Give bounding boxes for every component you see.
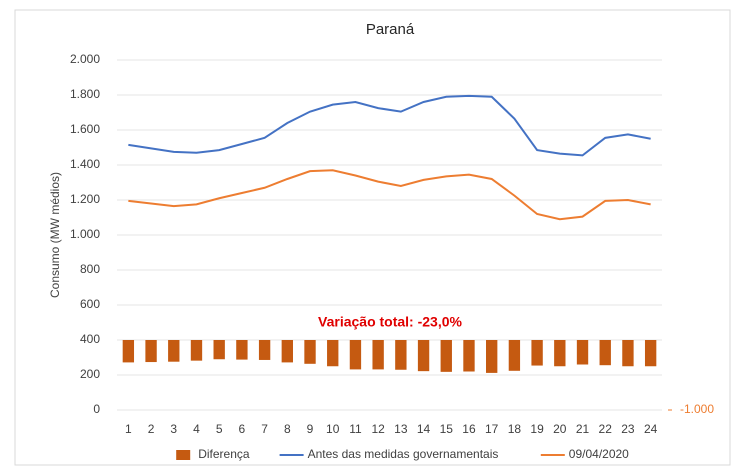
y-tick-label: 800: [80, 262, 100, 276]
bar: [622, 340, 634, 367]
bar: [327, 340, 339, 367]
x-tick-label: 1: [125, 422, 132, 436]
bar: [236, 340, 248, 360]
bar: [599, 340, 611, 366]
x-tick-label: 21: [576, 422, 590, 436]
x-tick-label: 17: [485, 422, 499, 436]
bar: [372, 340, 384, 370]
bar: [576, 340, 589, 365]
y-tick-label: 0: [93, 402, 100, 416]
legend-swatch: [176, 450, 191, 460]
x-tick-label: 11: [349, 422, 362, 436]
x-tick-label: 22: [599, 422, 613, 436]
y-tick-label: 1.800: [70, 87, 100, 101]
x-tick-label: 19: [530, 422, 544, 436]
x-tick-label: 5: [216, 422, 223, 436]
y-tick-label: 400: [80, 332, 100, 346]
bar: [395, 340, 407, 370]
bar: [554, 340, 566, 367]
legend-label: 09/04/2020: [569, 447, 629, 461]
chart-frame: [14, 9, 731, 466]
y-tick-label: 200: [80, 367, 100, 381]
x-tick-label: 9: [307, 422, 314, 436]
bar: [417, 340, 430, 372]
bar: [463, 340, 475, 372]
x-tick-label: 20: [553, 422, 567, 436]
line: [128, 169, 651, 221]
bar: [281, 340, 293, 363]
bar: [531, 340, 543, 366]
x-tick-label: 16: [462, 422, 476, 436]
x-tick-label: 18: [508, 422, 522, 436]
x-tick-label: 23: [621, 422, 635, 436]
y-tick-label: 2.000: [70, 52, 100, 66]
x-tick-label: 12: [371, 422, 385, 436]
x-tick-label: 4: [193, 422, 200, 436]
y-tick-label: 1.600: [70, 122, 100, 136]
x-tick-label: 15: [440, 422, 454, 436]
bar: [190, 340, 203, 361]
line: [128, 94, 651, 157]
bar: [349, 340, 362, 370]
bar: [213, 340, 225, 360]
bar: [168, 340, 180, 362]
x-tick-label: 7: [261, 422, 268, 436]
x-tick-label: 8: [284, 422, 291, 436]
x-tick-label: 24: [644, 422, 658, 436]
y-axis-label: Consumo (MW médios): [48, 172, 62, 298]
y-tick-label: 600: [80, 297, 100, 311]
x-tick-label: 10: [326, 422, 340, 436]
bar: [486, 340, 498, 373]
x-tick-label: 6: [239, 422, 246, 436]
x-tick-label: 2: [148, 422, 155, 436]
annotation: Variação total: -23,0%: [318, 314, 463, 330]
legend-label: Diferença: [198, 447, 250, 461]
bar: [644, 340, 657, 367]
y-tick-label: 1.000: [70, 227, 100, 241]
bar: [304, 340, 316, 364]
bar: [122, 340, 135, 363]
y-tick-label: 1.400: [70, 157, 100, 171]
x-tick-label: 3: [170, 422, 177, 436]
bar: [440, 340, 452, 372]
x-tick-label: 13: [394, 422, 408, 436]
legend-label: Antes das medidas governamentais: [308, 447, 499, 461]
bar: [258, 340, 271, 360]
y2-tick-label: -1.000: [680, 402, 714, 416]
x-tick-label: 14: [417, 422, 431, 436]
bar: [145, 340, 157, 363]
bar: [508, 340, 521, 371]
y-tick-label: 1.200: [70, 192, 100, 206]
chart-title: Paraná: [366, 21, 415, 38]
